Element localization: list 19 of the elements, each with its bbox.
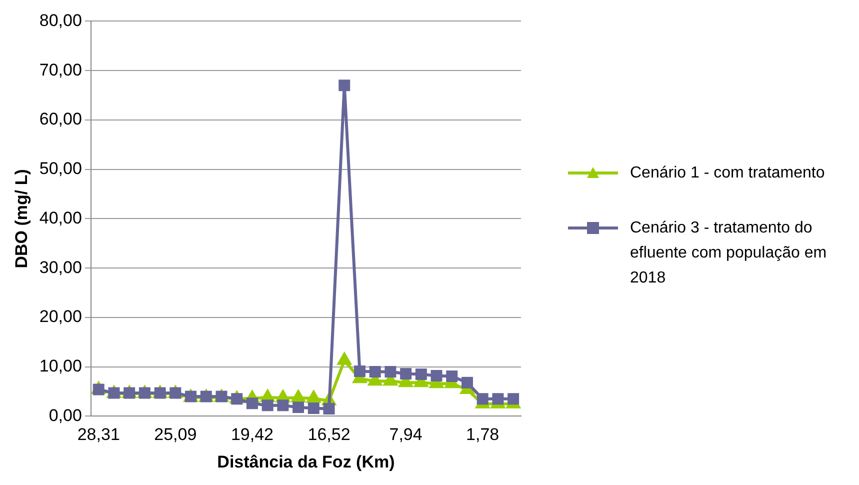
x-tick-label: 7,94 [389,425,422,444]
x-tick-label: 16,52 [308,425,350,444]
y-tick-label: 10,00 [39,356,82,376]
y-tick-label: 30,00 [39,258,82,277]
y-tick-label: 60,00 [39,110,82,129]
y-tick-label: 80,00 [39,10,82,30]
y-tick-label: 20,00 [39,307,82,326]
x-tick-label: 1,78 [466,425,500,444]
legend-label: Cenário 3 - tratamento do efluente com população em 2018 [630,219,827,286]
y-tick-label: 50,00 [39,159,82,178]
x-tick-label: 28,31 [77,425,120,444]
x-tick-label: 19,42 [230,425,274,444]
y-axis-title: DBO (mg/ L) [12,169,31,268]
x-tick-label: 25,09 [154,425,197,444]
x-axis-title: Distância da Foz (Km) [217,452,395,472]
y-tick-label: 0,00 [48,406,82,425]
y-tick-label: 40,00 [39,208,82,228]
legend-label: Cenário 1 - com tratamento [630,164,825,182]
y-tick-label: 70,00 [39,60,82,80]
